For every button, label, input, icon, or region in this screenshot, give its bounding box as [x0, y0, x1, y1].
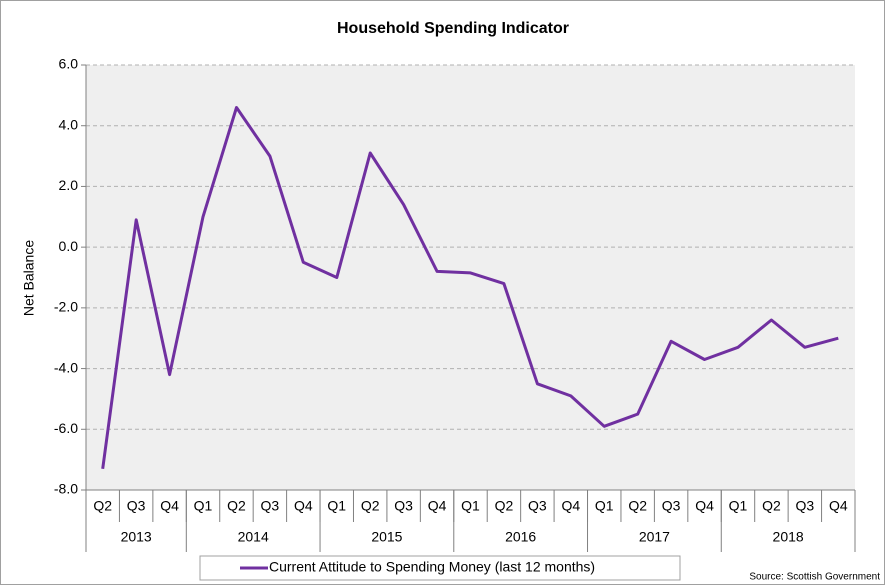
x-tick-label: Q2	[762, 498, 781, 514]
legend-label: Current Attitude to Spending Money (last…	[269, 559, 595, 575]
x-tick-label: Q4	[695, 498, 714, 514]
y-tick-label: 6.0	[59, 56, 79, 72]
x-tick-label: Q3	[528, 498, 547, 514]
source-note: Source: Scottish Government	[749, 572, 880, 583]
x-tick-label: Q1	[194, 498, 213, 514]
x-tick-label: Q1	[729, 498, 748, 514]
x-tick-label: Q2	[93, 498, 112, 514]
x-tick-label: Q1	[327, 498, 346, 514]
x-group-label: 2017	[639, 529, 670, 545]
x-tick-label: Q4	[561, 498, 580, 514]
x-tick-label: Q2	[495, 498, 514, 514]
x-tick-label: Q3	[796, 498, 815, 514]
x-group-label: 2014	[238, 529, 269, 545]
x-group-label: 2016	[505, 529, 536, 545]
y-tick-label: -6.0	[54, 420, 78, 436]
x-tick-label: Q3	[662, 498, 681, 514]
y-tick-label: -4.0	[54, 359, 78, 375]
y-tick-label: 4.0	[59, 116, 79, 132]
x-tick-label: Q3	[261, 498, 280, 514]
legend	[199, 555, 681, 581]
x-tick-label: Q2	[628, 498, 647, 514]
x-tick-label: Q1	[461, 498, 480, 514]
x-tick-label: Q4	[428, 498, 447, 514]
x-group-label: 2018	[773, 529, 804, 545]
x-group-label: 2015	[371, 529, 402, 545]
x-tick-label: Q4	[829, 498, 848, 514]
y-tick-label: -2.0	[54, 299, 78, 315]
x-tick-label: Q2	[361, 498, 380, 514]
x-tick-label: Q3	[394, 498, 413, 514]
plot-area	[86, 65, 855, 490]
chart-title: Household Spending Indicator	[337, 20, 569, 37]
x-tick-label: Q2	[227, 498, 246, 514]
x-tick-label: Q4	[294, 498, 313, 514]
y-tick-label: -8.0	[54, 481, 78, 497]
x-tick-label: Q4	[160, 498, 179, 514]
x-tick-label: Q1	[595, 498, 614, 514]
y-tick-label: 2.0	[59, 177, 79, 193]
x-tick-label: Q3	[127, 498, 146, 514]
data-line	[101, 106, 839, 469]
y-tick-label: 0.0	[59, 238, 79, 254]
y-axis-label: Net Balance	[21, 240, 37, 316]
x-group-label: 2013	[121, 529, 152, 545]
